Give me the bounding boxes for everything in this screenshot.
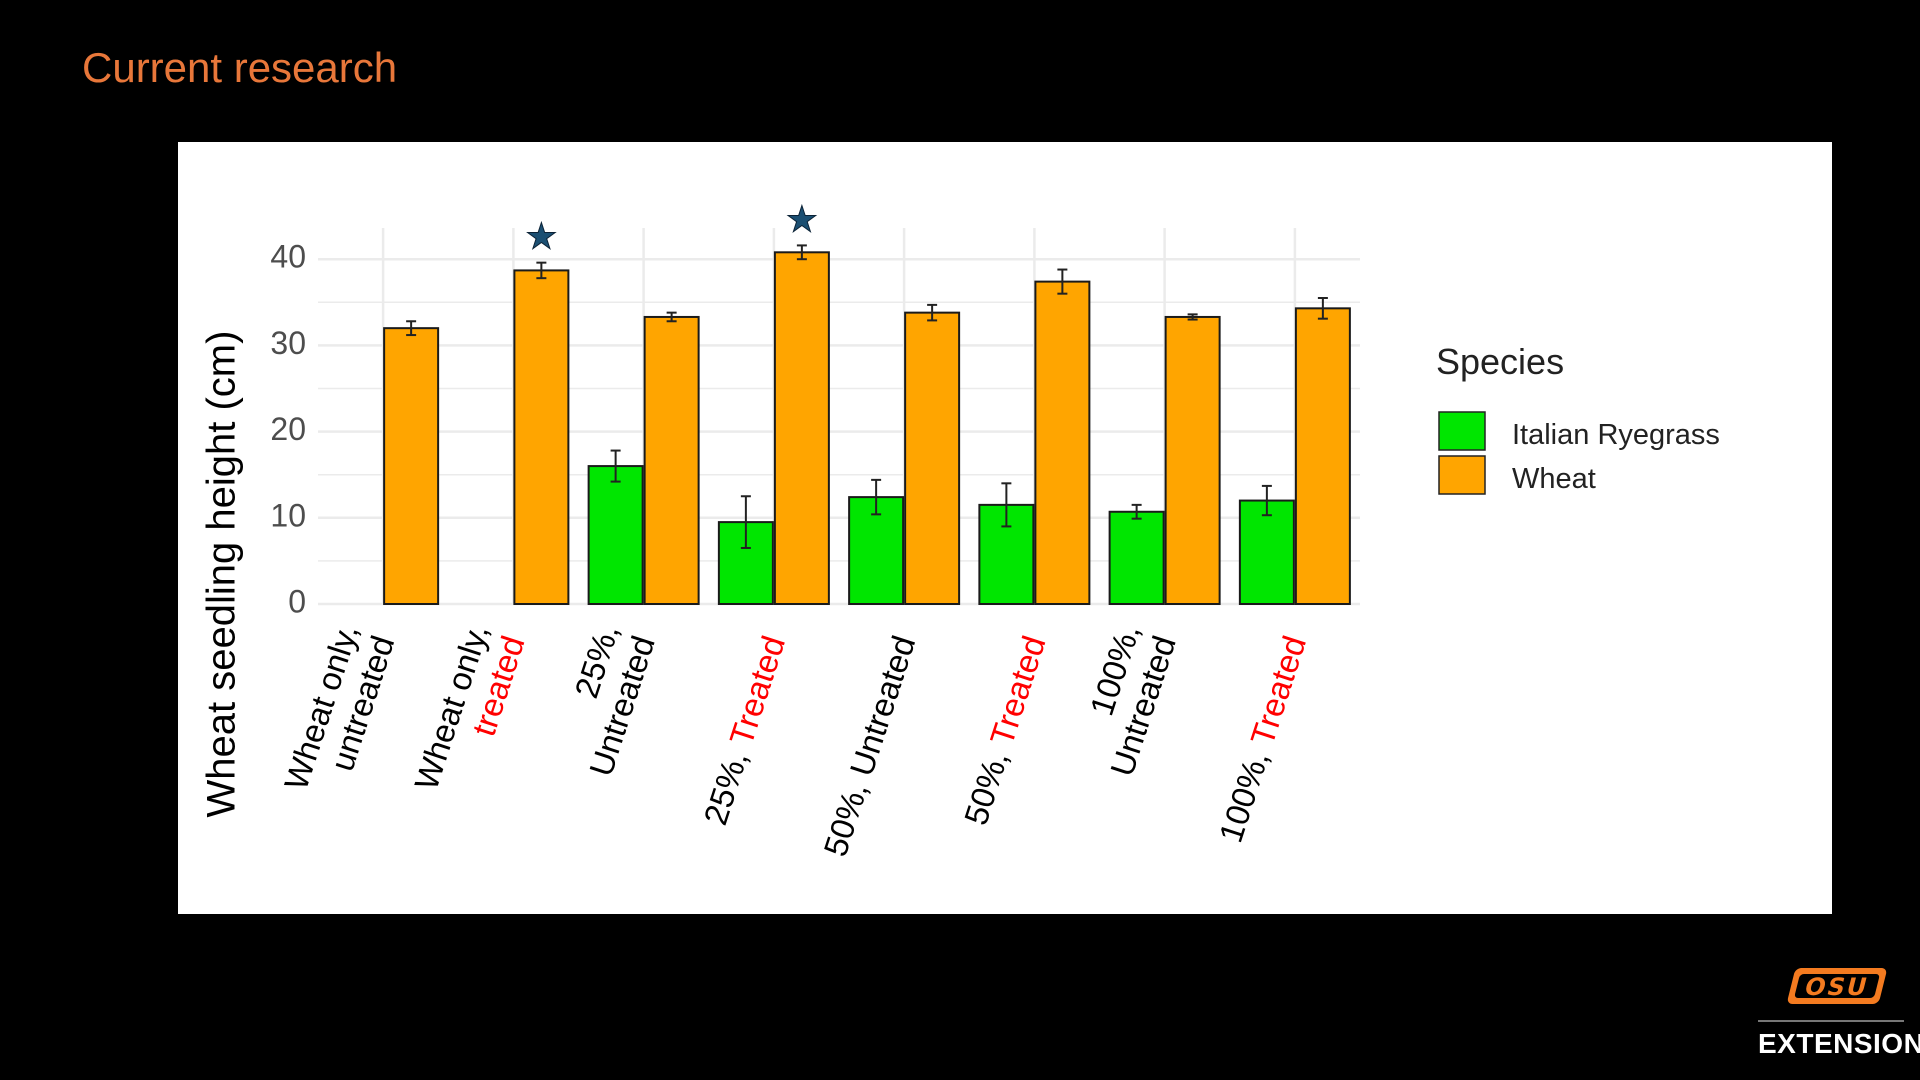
y-tick-label: 0: [288, 583, 306, 619]
legend-entry-wheat: Wheat: [1512, 463, 1596, 495]
x-label-group: Wheat only,treated: [407, 619, 531, 794]
y-axis-label: Wheat seedling height (cm): [200, 331, 244, 818]
y-tick-label: 20: [270, 411, 306, 447]
x-label-group: 100%, Treated: [1212, 631, 1314, 847]
x-label-group: 50%, Untreated: [816, 631, 922, 861]
x-label-group: 25%,Untreated: [567, 619, 662, 780]
x-tick-label-part: 100%,: [1212, 738, 1279, 847]
significance-stars: ★ ★: [525, 199, 819, 258]
chart-panel: ★ ★ 0 10 20 30 40 Wheat seedling height (cm) …: [178, 142, 1832, 914]
error-bars: [406, 244, 1328, 549]
x-tick-label-part: Treated: [1243, 631, 1313, 749]
bar-ryegrass: [1108, 510, 1165, 605]
brand-divider: [1758, 1020, 1904, 1022]
x-axis-labels: Wheat only,untreated Wheat only,treated 25…: [277, 619, 1313, 860]
brand-text: EXTENSION: [1758, 1028, 1920, 1059]
x-tick-label-part: Treated: [983, 631, 1053, 749]
bar-wheat: [773, 251, 830, 606]
y-tick-label: 10: [270, 497, 306, 533]
x-label-group: 25%, Treated: [696, 631, 792, 829]
x-tick-label: 25%, Treated: [696, 631, 792, 829]
x-tick-label-part: 50%,: [957, 738, 1018, 829]
x-tick-label-part: 25%,: [696, 738, 757, 829]
x-label-group: 100%,Untreated: [1083, 619, 1183, 780]
bar-wheat: [1164, 315, 1221, 605]
slide-title: Current research: [82, 44, 398, 91]
x-tick-label: 50%, Treated: [957, 631, 1053, 829]
osu-logo-icon: OSU: [1787, 968, 1887, 1004]
bar-wheat: [513, 269, 570, 605]
bars: [383, 251, 1351, 606]
bar-ryegrass: [1238, 499, 1295, 605]
bar-ryegrass: [587, 465, 644, 605]
x-tick-label: 50%, Untreated: [816, 631, 922, 861]
bar-wheat: [383, 327, 440, 605]
y-axis-ticks: 0 10 20 30 40: [270, 239, 306, 620]
bar-wheat: [643, 315, 700, 605]
x-label-group: Wheat only,untreated: [277, 619, 401, 794]
bar-wheat: [904, 311, 961, 605]
legend-swatch-wheat: [1438, 455, 1486, 495]
significance-star-icon: ★: [525, 217, 557, 258]
osu-extension-brand: OSU EXTENSION: [1758, 958, 1920, 1059]
significance-star-icon: ★: [786, 199, 818, 240]
y-tick-label: 40: [270, 239, 306, 275]
x-tick-label: 100%, Treated: [1212, 631, 1314, 847]
legend-entry-ryegrass: Italian Ryegrass: [1512, 419, 1720, 451]
bar-ryegrass: [848, 496, 905, 605]
legend-swatch-ryegrass: [1438, 411, 1486, 451]
bar-wheat: [1034, 280, 1091, 605]
legend: Species Italian Ryegrass Wheat: [1436, 341, 1720, 495]
legend-title: Species: [1436, 341, 1564, 382]
osu-logo-text: OSU: [1802, 972, 1872, 1001]
bar-wheat: [1294, 307, 1351, 605]
y-tick-label: 30: [270, 325, 306, 361]
x-label-group: 50%, Treated: [957, 631, 1053, 829]
x-tick-label-part: Treated: [722, 631, 792, 749]
